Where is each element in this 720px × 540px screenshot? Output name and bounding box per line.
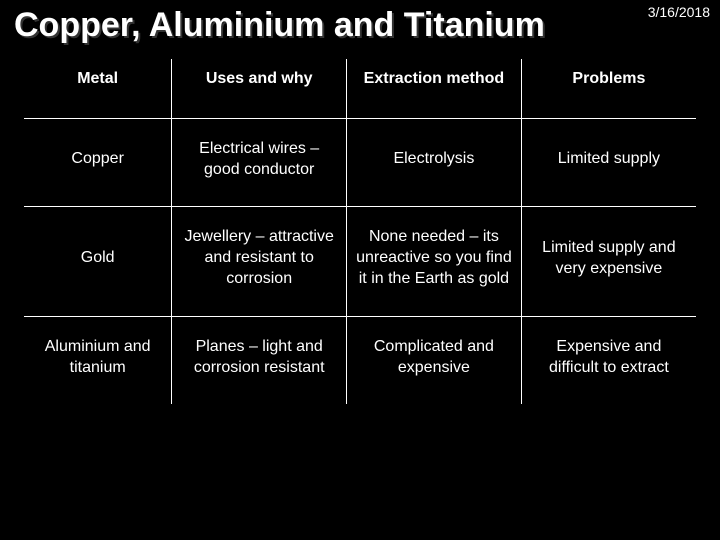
table-container: Metal Uses and why Extraction method Pro… — [0, 59, 720, 404]
table-row: Copper Electrical wires – good conductor… — [24, 118, 696, 207]
col-header-uses: Uses and why — [172, 59, 347, 118]
col-header-problems: Problems — [521, 59, 696, 118]
cell-problems: Limited supply — [521, 118, 696, 207]
cell-extraction: Complicated and expensive — [347, 316, 522, 404]
cell-metal: Gold — [24, 207, 172, 316]
page-title: Copper, Aluminium and Titanium — [0, 0, 720, 59]
cell-uses: Electrical wires – good conductor — [172, 118, 347, 207]
table-row: Gold Jewellery – attractive and resistan… — [24, 207, 696, 316]
table-header-row: Metal Uses and why Extraction method Pro… — [24, 59, 696, 118]
cell-metal: Aluminium and titanium — [24, 316, 172, 404]
cell-uses: Jewellery – attractive and resistant to … — [172, 207, 347, 316]
col-header-extraction: Extraction method — [347, 59, 522, 118]
cell-problems: Limited supply and very expensive — [521, 207, 696, 316]
cell-extraction: None needed – its unreactive so you find… — [347, 207, 522, 316]
cell-extraction: Electrolysis — [347, 118, 522, 207]
table-row: Aluminium and titanium Planes – light an… — [24, 316, 696, 404]
metals-table: Metal Uses and why Extraction method Pro… — [24, 59, 696, 404]
date-label: 3/16/2018 — [648, 4, 710, 20]
col-header-metal: Metal — [24, 59, 172, 118]
cell-metal: Copper — [24, 118, 172, 207]
cell-problems: Expensive and difficult to extract — [521, 316, 696, 404]
cell-uses: Planes – light and corrosion resistant — [172, 316, 347, 404]
